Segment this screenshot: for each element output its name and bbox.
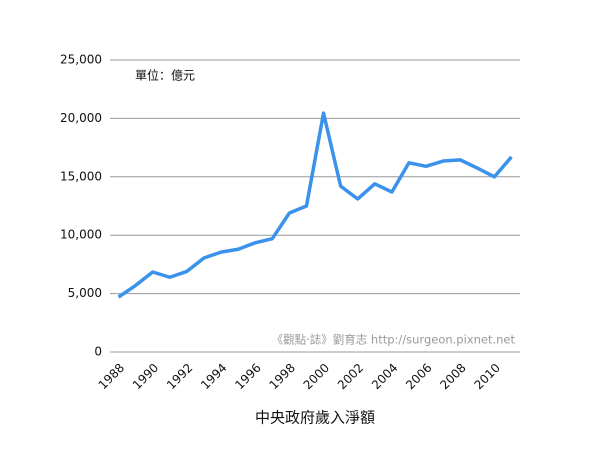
y-tick-label: 25,000 [60,53,102,67]
x-tick-label: 2004 [369,361,400,392]
x-tick-label: 2002 [335,361,366,392]
x-tick-label: 1990 [130,361,161,392]
x-tick-label: 2010 [471,361,502,392]
x-tick-label: 1992 [164,361,195,392]
x-tick-label: 2000 [301,361,332,392]
x-tick-label: 2008 [437,361,468,392]
x-axis-title: 中央政府歲入淨額 [255,409,375,427]
x-tick-label: 1998 [266,361,297,392]
unit-note: 單位：億元 [135,68,195,83]
y-tick-label: 5,000 [68,286,102,300]
x-tick-label: 2006 [403,361,434,392]
x-tick-label: 1994 [198,361,229,392]
x-tick-label: 1996 [232,361,263,392]
y-tick-label: 15,000 [60,169,102,183]
y-tick-label: 10,000 [60,228,102,242]
watermark: 《觀點‧誌》劉育志 http://surgeon.pixnet.net [272,333,516,347]
y-tick-label: 20,000 [60,111,102,125]
x-tick-label: 1988 [96,361,127,392]
data-line [117,111,513,299]
y-tick-label: 0 [94,345,102,359]
